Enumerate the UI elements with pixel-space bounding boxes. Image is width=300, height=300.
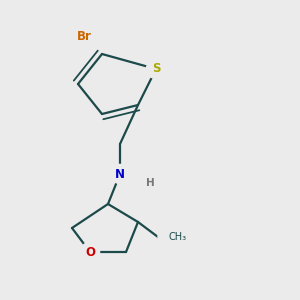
Circle shape: [146, 59, 166, 79]
Text: S: S: [152, 62, 160, 76]
Text: O: O: [85, 245, 95, 259]
Text: H: H: [146, 178, 154, 188]
Circle shape: [140, 173, 160, 193]
Circle shape: [80, 242, 100, 262]
Text: Br: Br: [76, 29, 92, 43]
Circle shape: [158, 227, 178, 247]
Circle shape: [110, 164, 130, 184]
Text: N: N: [115, 167, 125, 181]
Circle shape: [158, 229, 175, 245]
Circle shape: [74, 26, 94, 46]
Text: CH₃: CH₃: [169, 232, 187, 242]
